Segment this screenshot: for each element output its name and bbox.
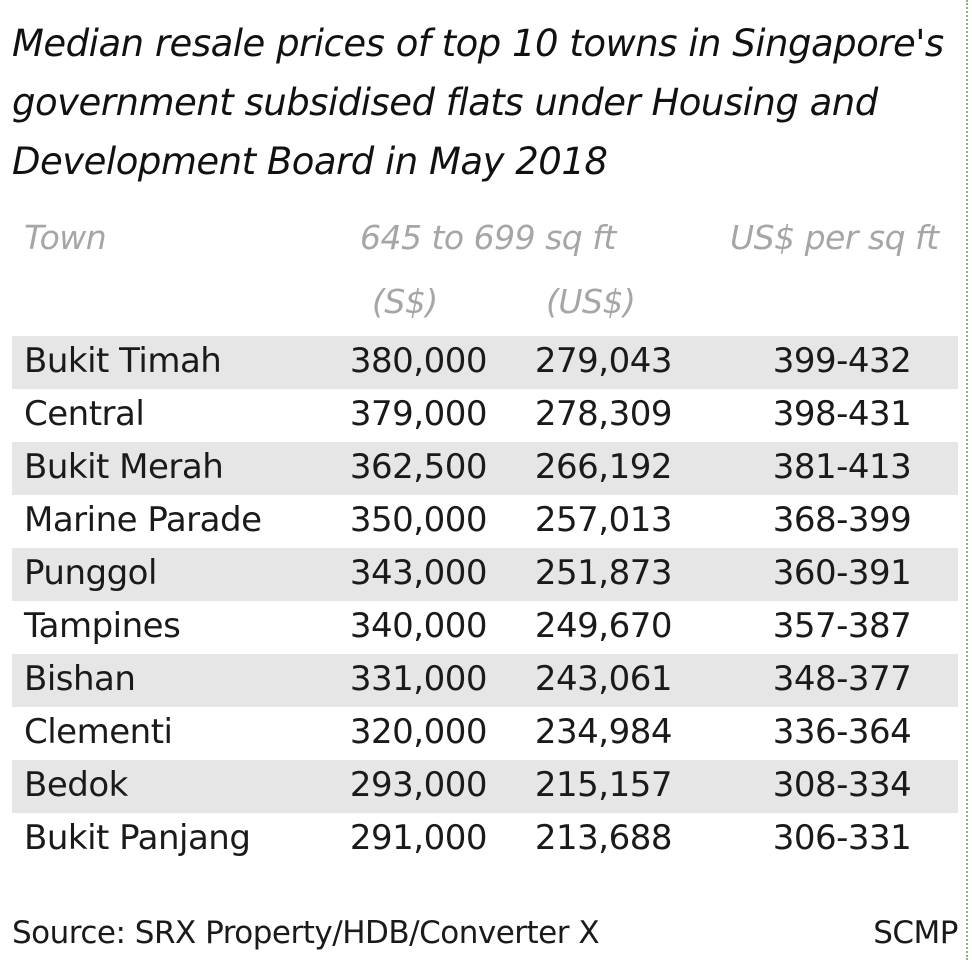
price-usd-cell: 215,157 [534,765,673,805]
column-header-sgd: (S$) [372,282,438,321]
column-header-size-group: 645 to 699 sq ft [360,218,616,257]
price-usd-cell: 234,984 [534,712,673,752]
table-row: Bukit Panjang 291,000 213,688 306-331 [12,813,958,866]
table-row: Tampines 340,000 249,670 357-387 [12,601,958,654]
price-sgd-cell: 379,000 [349,394,488,434]
price-per-sqft-cell: 357-387 [772,606,912,646]
town-cell: Bukit Merah [24,447,224,487]
credit-label: SCMP [873,915,958,951]
price-sgd-cell: 343,000 [349,553,488,593]
table-row: Bukit Timah 380,000 279,043 399-432 [12,336,958,389]
price-usd-cell: 278,309 [534,394,673,434]
price-usd-cell: 266,192 [534,447,673,487]
source-note: Source: SRX Property/HDB/Converter X [12,915,600,951]
price-per-sqft-cell: 368-399 [772,500,912,540]
column-header-town: Town [24,218,107,257]
price-per-sqft-cell: 308-334 [772,765,912,805]
price-usd-cell: 243,061 [534,659,673,699]
town-cell: Central [24,394,145,434]
price-per-sqft-cell: 336-364 [772,712,912,752]
table-row: Bukit Merah 362,500 266,192 381-413 [12,442,958,495]
price-per-sqft-cell: 381-413 [772,447,912,487]
table-row: Marine Parade 350,000 257,013 368-399 [12,495,958,548]
town-cell: Marine Parade [24,500,262,540]
table-row: Clementi 320,000 234,984 336-364 [12,707,958,760]
chart-title: Median resale prices of top 10 towns in … [12,22,944,183]
page-edge-divider [966,0,968,960]
table-row: Central 379,000 278,309 398-431 [12,389,958,442]
price-usd-cell: 257,013 [534,500,673,540]
price-sgd-cell: 380,000 [349,341,488,381]
table-row: Bishan 331,000 243,061 348-377 [12,654,958,707]
price-per-sqft-cell: 399-432 [772,341,912,381]
table-row: Bedok 293,000 215,157 308-334 [12,760,958,813]
data-table: Bukit Timah 380,000 279,043 399-432 Central 3… [12,336,958,866]
price-sgd-cell: 362,500 [349,447,488,487]
price-sgd-cell: 331,000 [349,659,488,699]
price-usd-cell: 251,873 [534,553,673,593]
town-cell: Bishan [24,659,136,699]
price-usd-cell: 213,688 [534,818,673,858]
town-cell: Punggol [24,553,157,593]
price-usd-cell: 279,043 [534,341,673,381]
column-header-usd: (US$) [546,282,636,321]
price-per-sqft-cell: 348-377 [772,659,912,699]
town-cell: Bukit Panjang [24,818,251,858]
price-sgd-cell: 350,000 [349,500,488,540]
table-row: Punggol 343,000 251,873 360-391 [12,548,958,601]
town-cell: Bedok [24,765,128,805]
price-per-sqft-cell: 360-391 [772,553,912,593]
price-sgd-cell: 291,000 [349,818,488,858]
column-header-per-sqft: US$ per sq ft [730,218,939,257]
price-usd-cell: 249,670 [534,606,673,646]
price-sgd-cell: 340,000 [349,606,488,646]
town-cell: Clementi [24,712,173,752]
price-sgd-cell: 293,000 [349,765,488,805]
town-cell: Bukit Timah [24,341,222,381]
price-per-sqft-cell: 306-331 [772,818,912,858]
price-per-sqft-cell: 398-431 [772,394,912,434]
town-cell: Tampines [24,606,181,646]
price-sgd-cell: 320,000 [349,712,488,752]
